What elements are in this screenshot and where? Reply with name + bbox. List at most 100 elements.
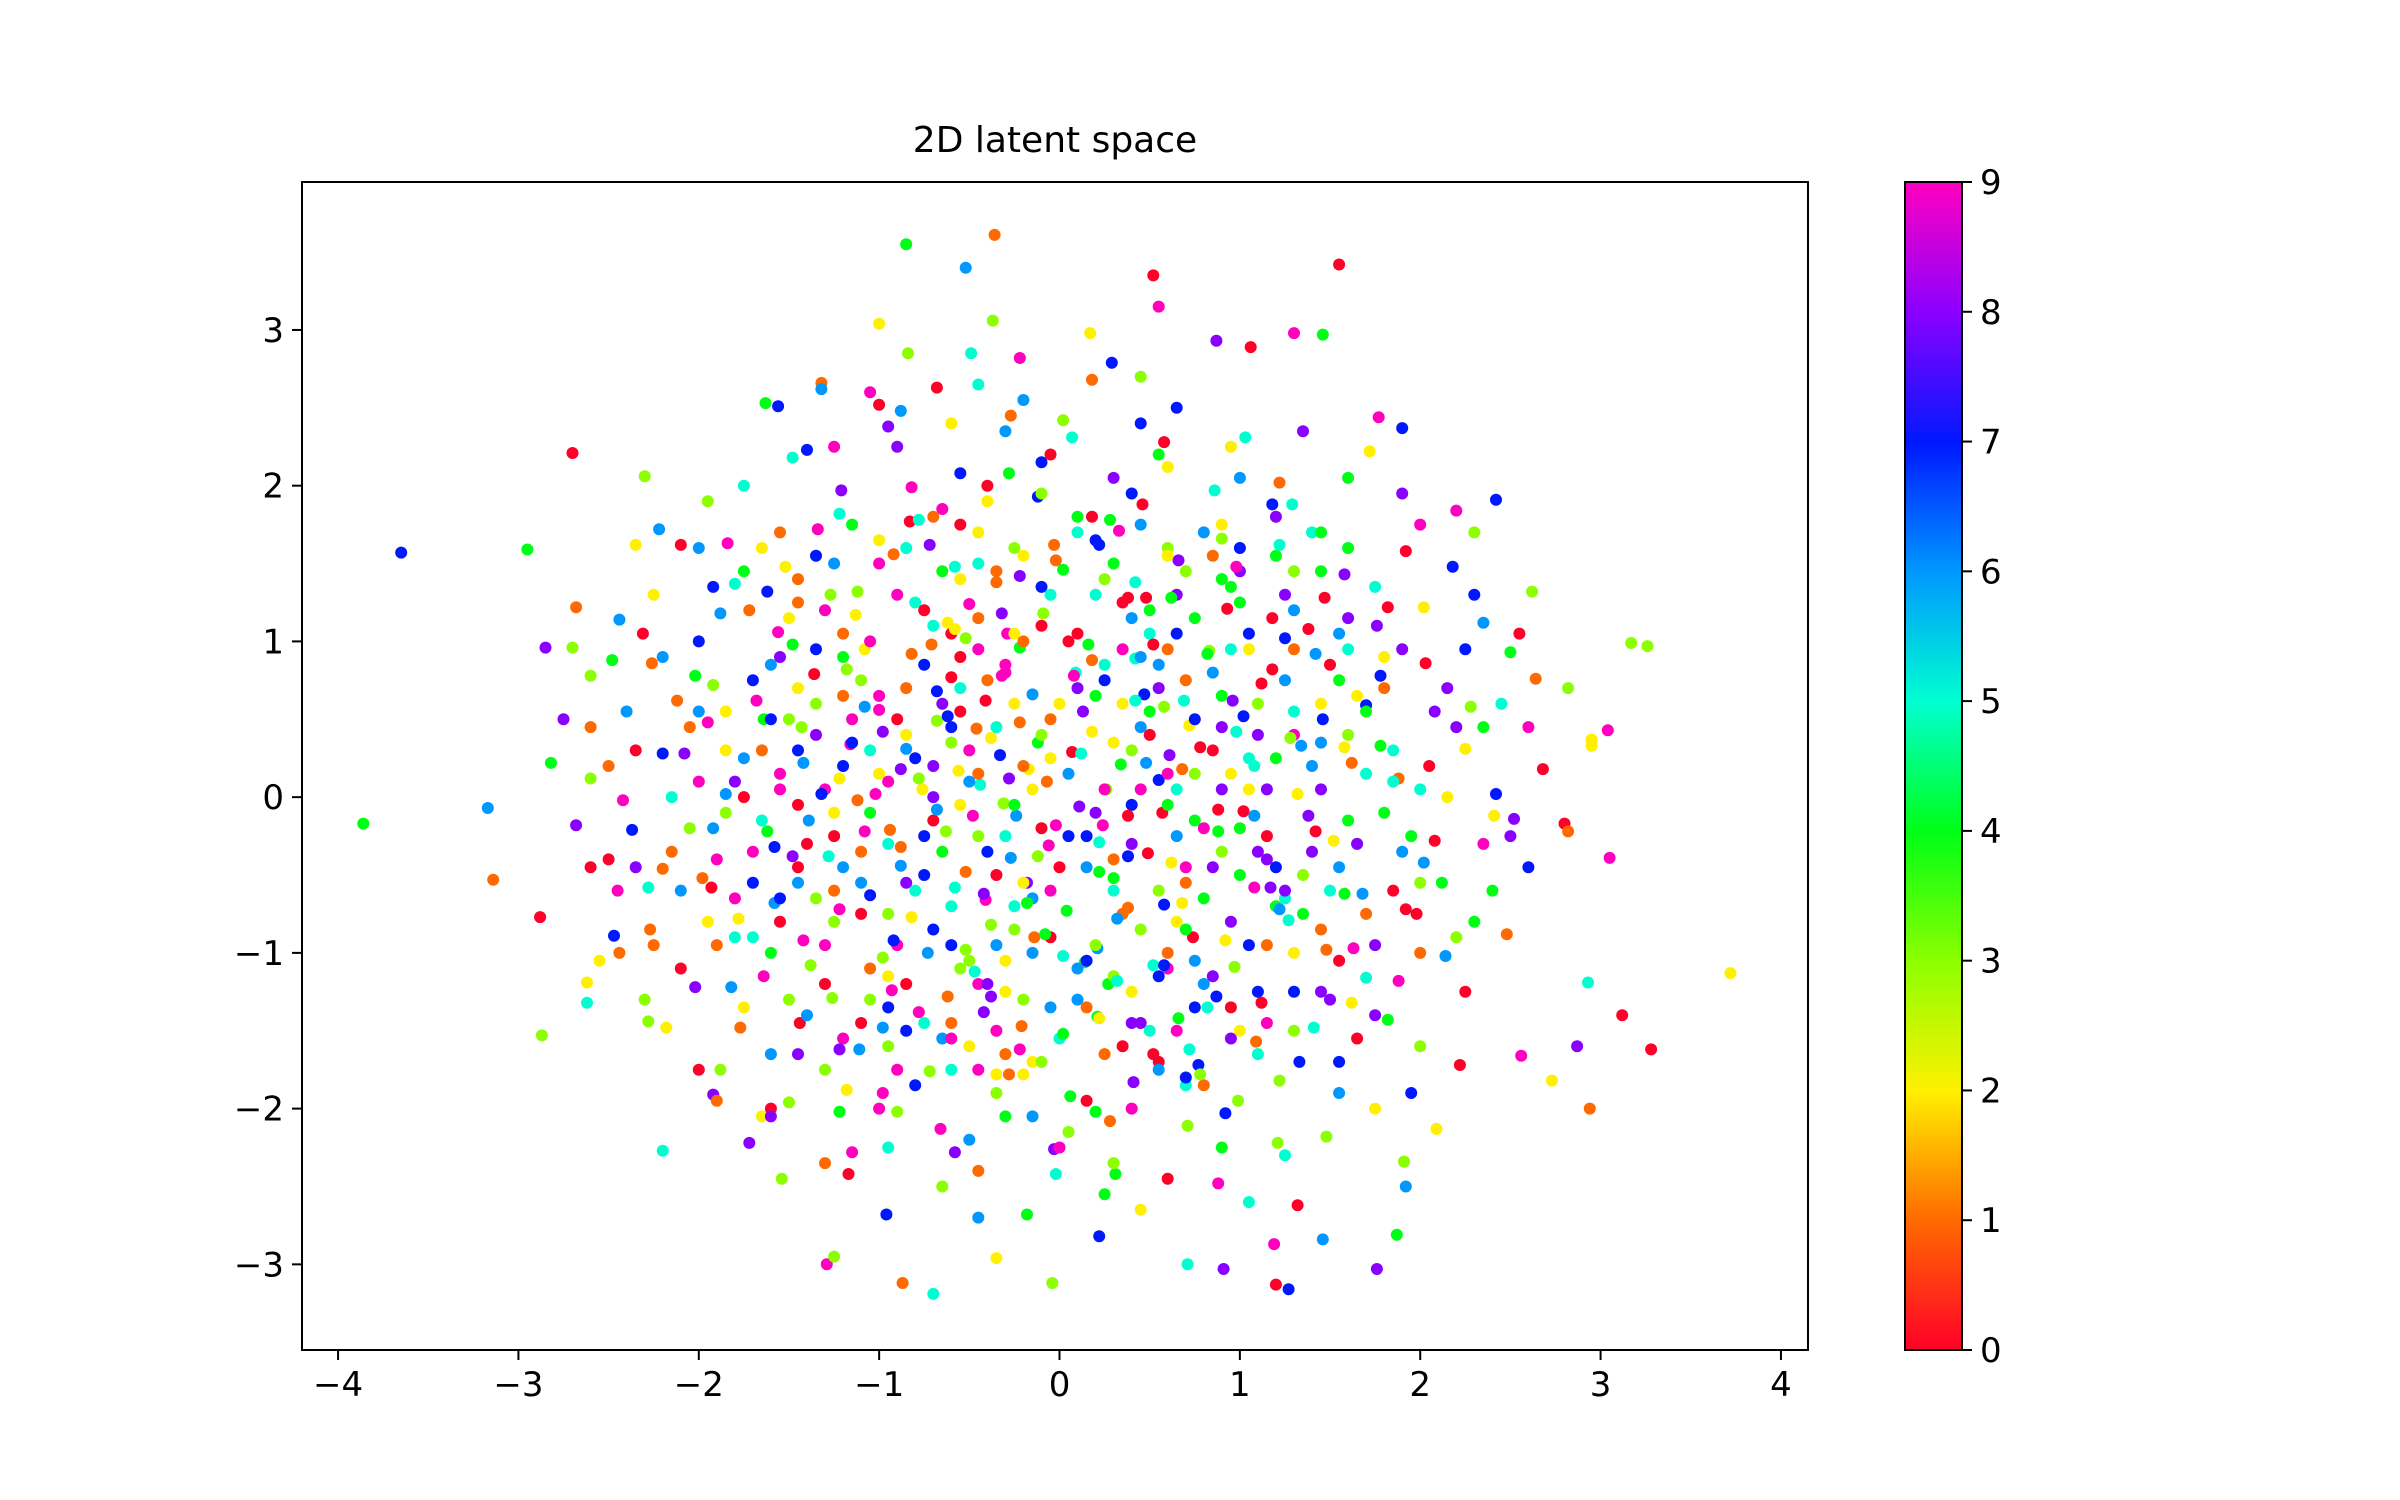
scatter-point: [1392, 974, 1405, 987]
scatter-point: [759, 397, 772, 410]
scatter-point: [689, 981, 702, 994]
scatter-point: [557, 713, 570, 726]
scatter-point: [1143, 1024, 1156, 1037]
scatter-point: [1017, 549, 1030, 562]
y-tick-label: −2: [234, 1090, 284, 1130]
scatter-point: [869, 788, 882, 800]
scatter-point: [1356, 887, 1369, 900]
scatter-point: [1333, 674, 1346, 687]
y-tick-label: 1: [262, 622, 284, 662]
scatter-point: [846, 518, 859, 531]
scatter-point: [1315, 526, 1327, 539]
scatter-point: [959, 261, 972, 274]
scatter-point: [1490, 493, 1502, 506]
colorbar-tick-label: 3: [1980, 942, 2002, 982]
scatter-point: [1504, 830, 1517, 843]
scatter-point: [1435, 876, 1448, 889]
scatter-point: [692, 542, 705, 554]
scatter-point: [1152, 448, 1165, 461]
scatter-point: [602, 853, 615, 866]
scatter-point: [927, 814, 940, 827]
scatter-point: [1360, 971, 1373, 984]
scatter-point: [535, 1029, 548, 1042]
scatter-point: [939, 825, 952, 838]
scatter-point: [1053, 697, 1066, 710]
scatter-point: [1417, 601, 1430, 614]
scatter-point: [828, 915, 841, 928]
scatter-point: [999, 1048, 1012, 1061]
scatter-point: [1417, 856, 1430, 869]
scatter-point: [737, 791, 750, 804]
scatter-point: [1089, 689, 1102, 702]
scatter-point: [1116, 697, 1129, 710]
scatter-point: [945, 1063, 958, 1076]
scatter-point: [828, 884, 841, 897]
scatter-point: [1141, 847, 1154, 860]
scatter-point: [1324, 658, 1336, 671]
scatter-point: [1086, 510, 1098, 523]
scatter-point: [1428, 705, 1441, 718]
scatter-point: [923, 538, 936, 551]
scatter-point: [1233, 471, 1246, 484]
scatter-point: [1571, 1040, 1584, 1053]
scatter-point: [710, 853, 723, 866]
scatter-point: [801, 1009, 813, 1022]
scatter-point: [1370, 619, 1383, 632]
scatter-point: [925, 638, 938, 651]
scatter-point: [1291, 1199, 1304, 1212]
scatter-point: [835, 484, 848, 497]
scatter-point: [1049, 819, 1062, 832]
scatter-point: [873, 767, 886, 780]
scatter-point: [840, 1083, 853, 1096]
scatter-point: [656, 651, 669, 663]
scatter-point: [1044, 713, 1057, 726]
scatter-point: [918, 604, 931, 617]
scatter-point: [972, 767, 985, 780]
scatter-point: [981, 978, 994, 990]
scatter-point: [1197, 978, 1210, 990]
scatter-point: [1414, 783, 1427, 796]
scatter-point: [1347, 942, 1360, 955]
scatter-point: [912, 772, 925, 785]
scatter-point: [1161, 643, 1174, 656]
scatter-point: [1206, 666, 1219, 679]
scatter-point: [1098, 658, 1111, 671]
scatter-point: [1381, 601, 1394, 614]
scatter-point: [692, 705, 705, 718]
scatter-point: [1194, 1068, 1207, 1081]
scatter-point: [900, 728, 913, 741]
scatter-point: [1197, 526, 1210, 539]
scatter-point: [774, 651, 786, 663]
scatter-point: [792, 798, 804, 811]
scatter-point: [1161, 946, 1174, 959]
scatter-point: [1318, 591, 1331, 604]
scatter-point: [1003, 772, 1015, 785]
scatter-point: [1161, 461, 1174, 473]
scatter-point: [1170, 830, 1183, 843]
scatter-point: [1242, 627, 1255, 640]
scatter-point: [1315, 736, 1327, 749]
y-tick-label: 0: [262, 778, 284, 818]
scatter-point: [1603, 851, 1616, 864]
scatter-point: [606, 654, 619, 667]
scatter-point: [737, 752, 750, 765]
scatter-point: [1419, 657, 1432, 670]
scatter-point: [1360, 907, 1373, 920]
scatter-point: [1351, 689, 1364, 702]
scatter-point: [1251, 985, 1264, 998]
scatter-point: [357, 817, 370, 830]
scatter-point: [959, 632, 972, 645]
scatter-point: [1125, 487, 1138, 500]
scatter-point: [584, 721, 597, 734]
scatter-point: [1206, 549, 1219, 562]
scatter-point: [902, 347, 914, 360]
scatter-point: [1333, 258, 1346, 271]
scatter-point: [1098, 674, 1111, 687]
scatter-point: [1035, 619, 1048, 632]
scatter-point: [882, 1141, 895, 1154]
scatter-point: [1232, 1094, 1245, 1107]
scatter-point: [1297, 907, 1309, 920]
scatter-point: [972, 378, 985, 391]
scatter-point: [1053, 861, 1066, 874]
scatter-point: [1423, 760, 1436, 772]
